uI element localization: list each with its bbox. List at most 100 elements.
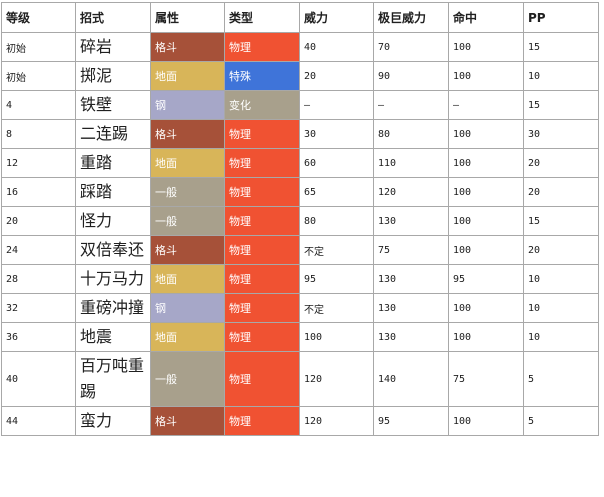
cell-max-power: 95 <box>373 406 449 436</box>
cell-power: 80 <box>299 206 374 236</box>
cell-pp: 15 <box>523 32 599 62</box>
cell-accuracy: 100 <box>448 322 524 352</box>
table-row: 24 双倍奉还 格斗 物理 不定 75 100 20 <box>1 235 599 265</box>
cell-accuracy: – <box>448 90 524 120</box>
cell-power: 40 <box>299 32 374 62</box>
cell-move[interactable]: 重踏 <box>75 148 151 178</box>
cell-level: 36 <box>1 322 76 352</box>
cell-type: 格斗 <box>150 235 225 265</box>
cell-max-power: 75 <box>373 235 449 265</box>
cell-move[interactable]: 蛮力 <box>75 406 151 436</box>
cell-level: 初始 <box>1 61 76 91</box>
cell-move[interactable]: 怪力 <box>75 206 151 236</box>
cell-level: 8 <box>1 119 76 149</box>
cell-move[interactable]: 地震 <box>75 322 151 352</box>
cell-accuracy: 100 <box>448 235 524 265</box>
cell-category: 物理 <box>224 351 300 407</box>
cell-level: 44 <box>1 406 76 436</box>
cell-accuracy: 100 <box>448 206 524 236</box>
header-max-power: 极巨威力 <box>373 2 449 33</box>
learnset-table-wrapper: 等级 招式 属性 类型 威力 极巨威力 命中 PP 初始 碎岩 格斗 物理 40 70 10… <box>1 2 599 436</box>
cell-type: 钢 <box>150 293 225 323</box>
header-row: 等级 招式 属性 类型 威力 极巨威力 命中 PP <box>1 2 599 33</box>
cell-accuracy: 100 <box>448 406 524 436</box>
cell-power: 95 <box>299 264 374 294</box>
table-row: 8 二连踢 格斗 物理 30 80 100 30 <box>1 119 599 149</box>
cell-type: 一般 <box>150 206 225 236</box>
cell-level: 40 <box>1 351 76 407</box>
cell-level: 32 <box>1 293 76 323</box>
cell-max-power: 80 <box>373 119 449 149</box>
cell-pp: 15 <box>523 90 599 120</box>
cell-category: 物理 <box>224 264 300 294</box>
cell-power: 65 <box>299 177 374 207</box>
cell-accuracy: 75 <box>448 351 524 407</box>
cell-move[interactable]: 铁壁 <box>75 90 151 120</box>
table-row: 28 十万马力 地面 物理 95 130 95 10 <box>1 264 599 294</box>
cell-level: 4 <box>1 90 76 120</box>
table-row: 36 地震 地面 物理 100 130 100 10 <box>1 322 599 352</box>
cell-level: 20 <box>1 206 76 236</box>
table-row: 32 重磅冲撞钢物理 不定 130 100 10 <box>1 293 599 323</box>
header-accuracy: 命中 <box>448 2 524 33</box>
cell-type: 一般 <box>150 351 225 407</box>
cell-move[interactable]: 百万吨重踢 <box>75 351 151 407</box>
cell-type: 格斗 <box>150 32 225 62</box>
cell-pp: 10 <box>523 61 599 91</box>
cell-power: 120 <box>299 351 374 407</box>
cell-accuracy: 100 <box>448 119 524 149</box>
cell-level: 12 <box>1 148 76 178</box>
cell-accuracy: 100 <box>448 61 524 91</box>
cell-pp: 10 <box>523 264 599 294</box>
cell-power: 不定 <box>299 235 374 265</box>
cell-move[interactable]: 十万马力 <box>75 264 151 294</box>
cell-move[interactable]: 踩踏 <box>75 177 151 207</box>
cell-max-power: 70 <box>373 32 449 62</box>
cell-power: 30 <box>299 119 374 149</box>
cell-category: 物理 <box>224 322 300 352</box>
header-pp: PP <box>523 2 599 33</box>
cell-max-power: 130 <box>373 264 449 294</box>
table-row: 4 铁壁钢变化 – – –15 <box>1 90 599 120</box>
cell-move[interactable]: 二连踢 <box>75 119 151 149</box>
cell-category: 物理 <box>224 177 300 207</box>
table-row: 44 蛮力 格斗 物理 120 95 100 5 <box>1 406 599 436</box>
cell-accuracy: 100 <box>448 177 524 207</box>
cell-max-power: 120 <box>373 177 449 207</box>
cell-category: 物理 <box>224 293 300 323</box>
table-body: 初始 碎岩 格斗 物理 40 70 100 15 初始 掷泥 地面 特殊 20 90 100 10 4 铁壁钢变化… <box>1 32 599 436</box>
cell-level: 16 <box>1 177 76 207</box>
cell-type: 格斗 <box>150 119 225 149</box>
cell-move[interactable]: 碎岩 <box>75 32 151 62</box>
cell-move[interactable]: 重磅冲撞 <box>75 293 151 323</box>
cell-category: 物理 <box>224 206 300 236</box>
cell-pp: 20 <box>523 177 599 207</box>
cell-accuracy: 100 <box>448 32 524 62</box>
cell-pp: 10 <box>523 293 599 323</box>
cell-max-power: 130 <box>373 293 449 323</box>
cell-max-power: 130 <box>373 322 449 352</box>
cell-type: 地面 <box>150 61 225 91</box>
cell-level: 28 <box>1 264 76 294</box>
cell-pp: 10 <box>523 322 599 352</box>
table-row: 初始 掷泥 地面 特殊 20 90 100 10 <box>1 61 599 91</box>
learnset-table: 等级 招式 属性 类型 威力 极巨威力 命中 PP 初始 碎岩 格斗 物理 40 70 10… <box>1 2 599 436</box>
cell-power: 60 <box>299 148 374 178</box>
cell-pp: 15 <box>523 206 599 236</box>
cell-category: 物理 <box>224 32 300 62</box>
header-power: 威力 <box>299 2 374 33</box>
table-row: 16 踩踏 一般 物理 65 120 100 20 <box>1 177 599 207</box>
cell-type: 一般 <box>150 177 225 207</box>
header-type: 属性 <box>150 2 225 33</box>
cell-pp: 5 <box>523 406 599 436</box>
table-row: 初始 碎岩 格斗 物理 40 70 100 15 <box>1 32 599 62</box>
cell-type: 地面 <box>150 264 225 294</box>
cell-move[interactable]: 掷泥 <box>75 61 151 91</box>
cell-max-power: 130 <box>373 206 449 236</box>
cell-type: 钢 <box>150 90 225 120</box>
cell-power: 120 <box>299 406 374 436</box>
cell-level: 24 <box>1 235 76 265</box>
cell-move[interactable]: 双倍奉还 <box>75 235 151 265</box>
cell-power: – <box>299 90 374 120</box>
cell-level: 初始 <box>1 32 76 62</box>
